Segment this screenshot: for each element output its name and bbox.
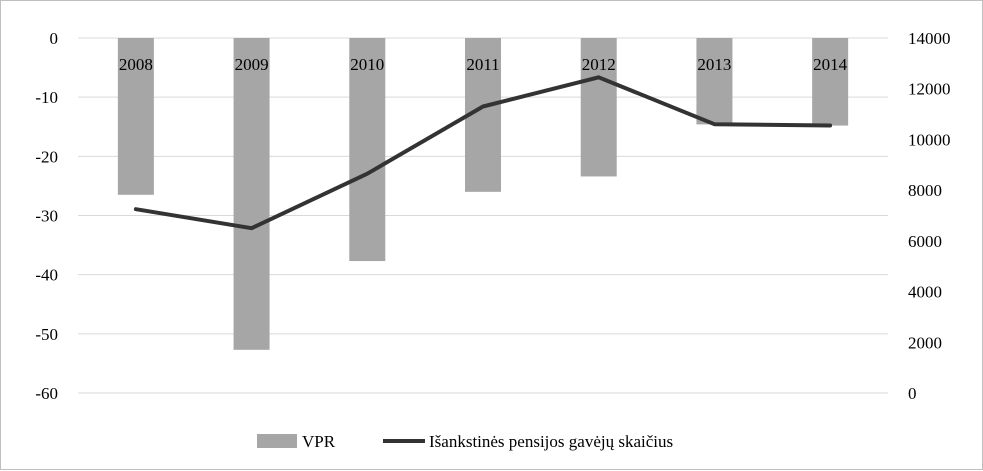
right-tick-label: 4000 bbox=[908, 283, 942, 302]
legend: VPR Išankstinės pensijos gavėjų skaičius bbox=[257, 432, 673, 451]
right-tick-label: 14000 bbox=[908, 29, 951, 48]
category-label-2011: 2011 bbox=[466, 55, 499, 74]
category-label-2009: 2009 bbox=[235, 55, 269, 74]
bar-vpr-2013 bbox=[696, 38, 732, 124]
category-label-2013: 2013 bbox=[697, 55, 731, 74]
legend-swatch-vpr bbox=[257, 434, 297, 448]
bar-series-vpr bbox=[118, 38, 848, 350]
right-axis-ticks: 14000 12000 10000 8000 6000 4000 2000 0 bbox=[908, 29, 951, 403]
right-tick-label: 2000 bbox=[908, 333, 942, 352]
left-axis-ticks: 0 -10 -20 -30 -40 -50 -60 bbox=[35, 29, 58, 403]
right-tick-label: 8000 bbox=[908, 181, 942, 200]
left-tick-label: -10 bbox=[35, 88, 58, 107]
bar-vpr-2009 bbox=[234, 38, 270, 350]
legend-label-pension-recipients: Išankstinės pensijos gavėjų skaičius bbox=[429, 432, 673, 451]
category-label-2014: 2014 bbox=[813, 55, 848, 74]
left-tick-label: -20 bbox=[35, 147, 58, 166]
right-tick-label: 12000 bbox=[908, 80, 951, 99]
category-label-2010: 2010 bbox=[350, 55, 384, 74]
left-tick-label: -40 bbox=[35, 266, 58, 285]
right-tick-label: 10000 bbox=[908, 130, 951, 149]
left-tick-label: 0 bbox=[50, 29, 59, 48]
category-label-2008: 2008 bbox=[119, 55, 153, 74]
right-tick-label: 0 bbox=[908, 384, 917, 403]
category-label-2012: 2012 bbox=[582, 55, 616, 74]
left-tick-label: -30 bbox=[35, 207, 58, 226]
bar-vpr-2014 bbox=[812, 38, 848, 126]
right-tick-label: 6000 bbox=[908, 232, 942, 251]
category-labels: 2008 2009 2010 2011 2012 2013 2014 bbox=[119, 55, 848, 74]
left-tick-label: -50 bbox=[35, 325, 58, 344]
legend-label-vpr: VPR bbox=[302, 432, 336, 451]
left-tick-label: -60 bbox=[35, 384, 58, 403]
